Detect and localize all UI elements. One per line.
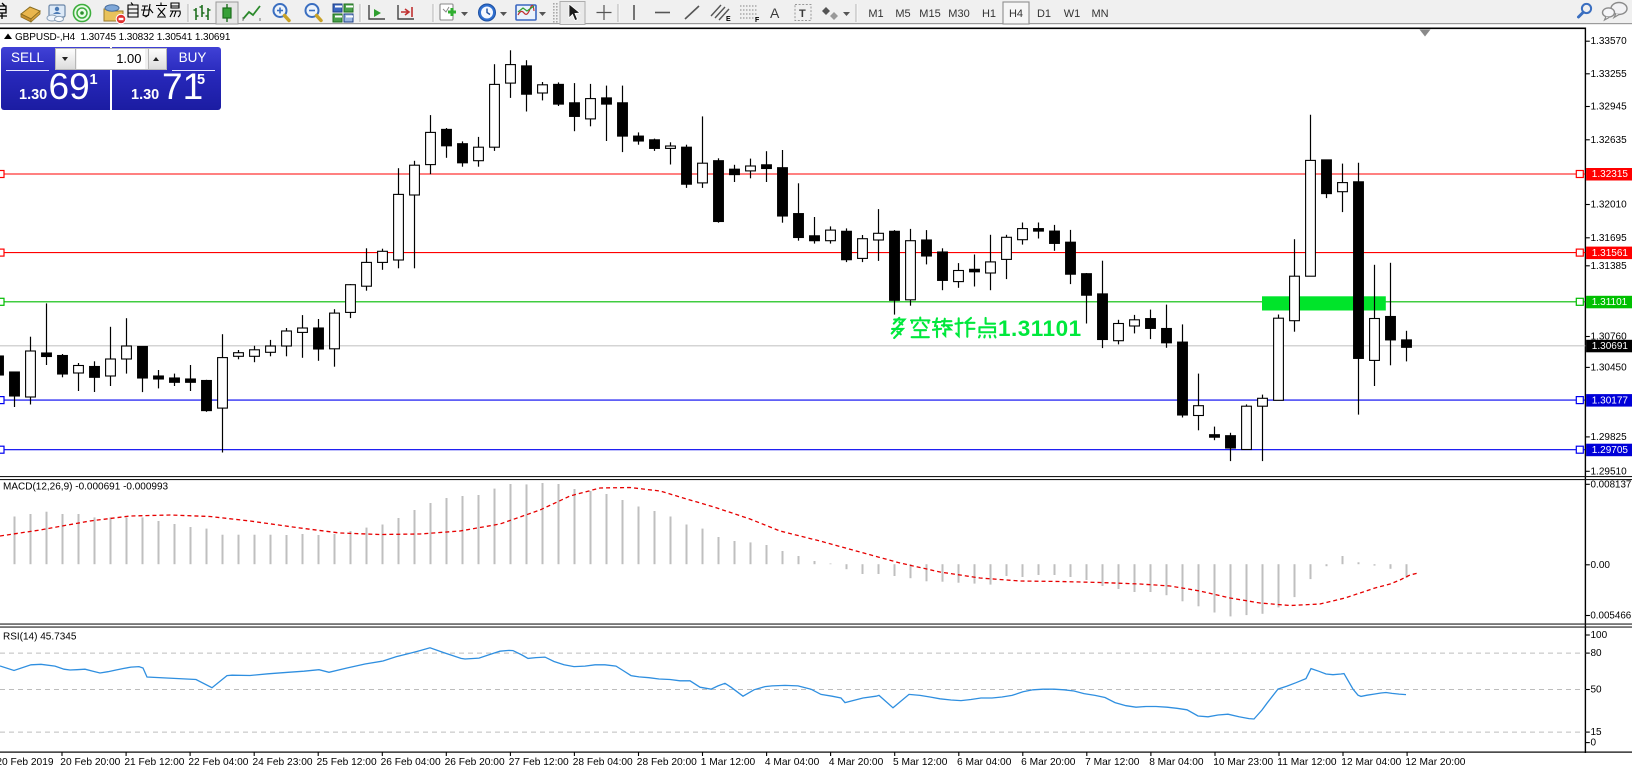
svg-text:1.32010: 1.32010 — [1591, 200, 1628, 211]
svg-text:1.30177: 1.30177 — [1592, 395, 1629, 406]
svg-text:1 Mar 12:00: 1 Mar 12:00 — [701, 757, 756, 768]
svg-text:1.29705: 1.29705 — [1592, 445, 1629, 456]
svg-text:H1: H1 — [982, 8, 996, 20]
svg-text:5 Mar 12:00: 5 Mar 12:00 — [893, 757, 948, 768]
svg-text:6 Mar 20:00: 6 Mar 20:00 — [1021, 757, 1076, 768]
svg-text:0.00: 0.00 — [1591, 560, 1611, 571]
svg-text:F: F — [755, 17, 760, 24]
svg-text:1.32635: 1.32635 — [1591, 135, 1628, 146]
svg-text:12 Mar 04:00: 12 Mar 04:00 — [1341, 757, 1401, 768]
svg-text:D1: D1 — [1037, 8, 1051, 20]
svg-text:100: 100 — [1591, 630, 1608, 641]
svg-text:1.33570: 1.33570 — [1591, 36, 1628, 47]
svg-text:0.008137: 0.008137 — [1591, 479, 1632, 490]
svg-text:M1: M1 — [868, 8, 883, 20]
svg-text:E: E — [726, 16, 731, 23]
svg-text:M5: M5 — [895, 8, 910, 20]
svg-text:27 Feb 12:00: 27 Feb 12:00 — [509, 757, 569, 768]
svg-text:11 Mar 12:00: 11 Mar 12:00 — [1277, 757, 1337, 768]
svg-text:1.30691: 1.30691 — [1592, 341, 1629, 352]
svg-text:1.30760: 1.30760 — [1591, 332, 1628, 343]
svg-text:12 Mar 20:00: 12 Mar 20:00 — [1405, 757, 1465, 768]
svg-text:20 Feb 2019: 20 Feb 2019 — [0, 757, 54, 768]
svg-text:1.30450: 1.30450 — [1591, 362, 1628, 373]
svg-text:1.29510: 1.29510 — [1591, 466, 1628, 477]
svg-text:1.32315: 1.32315 — [1592, 169, 1629, 180]
svg-text:W1: W1 — [1064, 8, 1081, 20]
svg-text:25 Feb 12:00: 25 Feb 12:00 — [317, 757, 377, 768]
svg-text:-0.005466: -0.005466 — [1587, 611, 1632, 622]
svg-text:T: T — [799, 8, 806, 20]
svg-text:1.32945: 1.32945 — [1591, 102, 1628, 113]
svg-text:28 Feb 04:00: 28 Feb 04:00 — [573, 757, 633, 768]
svg-text:1.31101: 1.31101 — [998, 316, 1082, 341]
svg-text:28 Feb 20:00: 28 Feb 20:00 — [637, 757, 697, 768]
svg-text:H4: H4 — [1009, 8, 1023, 20]
svg-text:A: A — [770, 5, 780, 21]
svg-text:8 Mar 04:00: 8 Mar 04:00 — [1149, 757, 1204, 768]
svg-text:26 Feb 04:00: 26 Feb 04:00 — [381, 757, 441, 768]
svg-text:15: 15 — [1591, 727, 1603, 738]
svg-text:1.29825: 1.29825 — [1591, 432, 1628, 443]
svg-text:MACD(12,26,9) -0.000691 -0.000: MACD(12,26,9) -0.000691 -0.000993 — [3, 482, 169, 493]
svg-text:1.31561: 1.31561 — [1592, 248, 1629, 259]
svg-text:10 Mar 23:00: 10 Mar 23:00 — [1213, 757, 1273, 768]
svg-text:MN: MN — [1091, 8, 1108, 20]
svg-text:0: 0 — [1591, 738, 1597, 749]
svg-text:M30: M30 — [948, 8, 969, 20]
svg-text:22 Feb 04:00: 22 Feb 04:00 — [188, 757, 248, 768]
svg-text:1.31101: 1.31101 — [1592, 297, 1628, 308]
svg-text:M15: M15 — [919, 8, 940, 20]
svg-text:1.31385: 1.31385 — [1591, 261, 1628, 272]
svg-text:24 Feb 23:00: 24 Feb 23:00 — [253, 757, 313, 768]
svg-text:1.33255: 1.33255 — [1591, 69, 1628, 80]
svg-text:GBPUSD-,H4 1.30745 1.30832 1.: GBPUSD-,H4 1.30745 1.30832 1.30541 1.306… — [15, 32, 231, 43]
svg-text:80: 80 — [1591, 648, 1603, 659]
svg-text:7 Mar 12:00: 7 Mar 12:00 — [1085, 757, 1140, 768]
svg-text:20 Feb 20:00: 20 Feb 20:00 — [60, 757, 120, 768]
svg-text:6 Mar 04:00: 6 Mar 04:00 — [957, 757, 1012, 768]
svg-text:1.31695: 1.31695 — [1591, 233, 1628, 244]
svg-text:4 Mar 20:00: 4 Mar 20:00 — [829, 757, 884, 768]
svg-text:50: 50 — [1591, 685, 1603, 696]
svg-text:21 Feb 12:00: 21 Feb 12:00 — [124, 757, 184, 768]
svg-text:26 Feb 20:00: 26 Feb 20:00 — [445, 757, 505, 768]
svg-text:RSI(14) 45.7345: RSI(14) 45.7345 — [3, 632, 77, 643]
svg-text:4 Mar 04:00: 4 Mar 04:00 — [765, 757, 820, 768]
